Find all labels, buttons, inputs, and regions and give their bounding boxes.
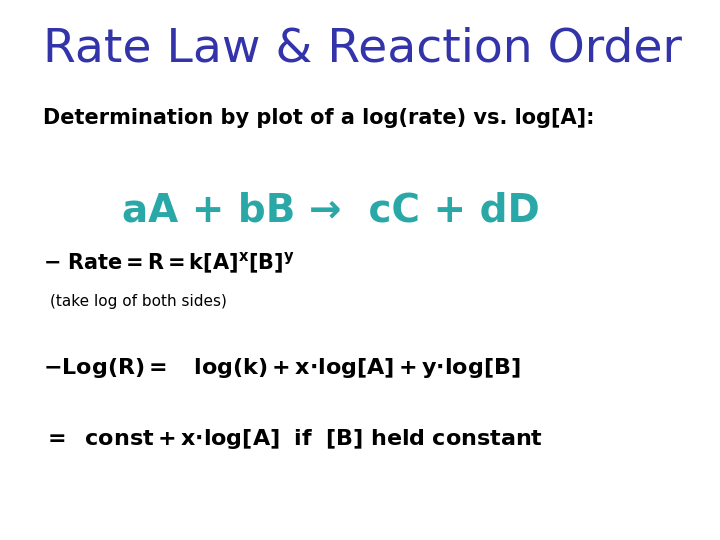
Text: $\bf{-\ Rate = R = k[A]^x[B]^y}$: $\bf{-\ Rate = R = k[A]^x[B]^y}$ (43, 251, 295, 276)
Text: $\bf{-Log(R) =\ \ \ log(k) + x{\cdot}log[A] + y{\cdot}log[B]}$: $\bf{-Log(R) =\ \ \ log(k) + x{\cdot}log… (43, 356, 521, 380)
Text: Rate Law & Reaction Order: Rate Law & Reaction Order (43, 27, 683, 72)
Text: Determination by plot of a log(rate) vs. log[A]:: Determination by plot of a log(rate) vs.… (43, 108, 595, 128)
Text: aA + bB →  cC + dD: aA + bB → cC + dD (122, 192, 540, 230)
Text: (take log of both sides): (take log of both sides) (50, 294, 228, 309)
Text: $\bf{=\ \ const + x{\cdot}log[A]\ \ if\ \ [B]\ held\ constant}$: $\bf{=\ \ const + x{\cdot}log[A]\ \ if\ … (43, 427, 544, 450)
